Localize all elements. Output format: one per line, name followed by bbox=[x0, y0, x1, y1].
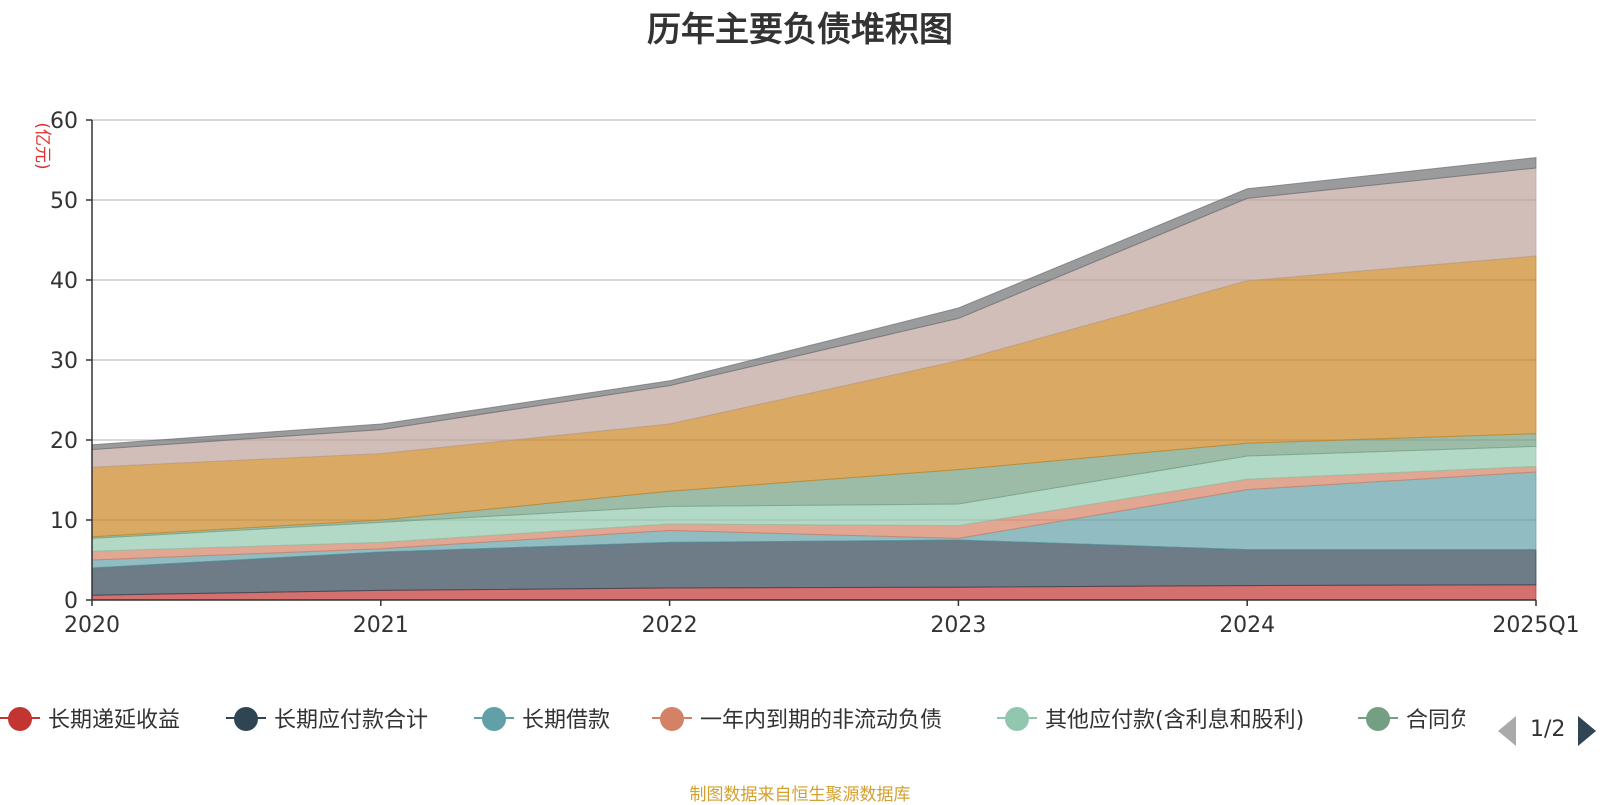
y-tick-label: 0 bbox=[64, 589, 78, 614]
legend-item[interactable]: 长期借款 bbox=[474, 700, 610, 736]
x-tick-label: 2021 bbox=[353, 613, 409, 638]
y-axis-unit-label: (亿元) bbox=[32, 122, 52, 169]
y-tick-label: 20 bbox=[50, 429, 78, 454]
source-note: 制图数据来自恒生聚源数据库 bbox=[689, 785, 911, 805]
y-tick-label: 30 bbox=[50, 349, 78, 374]
x-tick-label: 2023 bbox=[930, 613, 986, 638]
x-tick-label: 2025Q1 bbox=[1492, 613, 1579, 638]
legend-marker-icon bbox=[1358, 700, 1398, 736]
legend-item[interactable]: 合同负债 bbox=[1358, 700, 1465, 736]
legend-items: 长期递延收益 长期应付款合计 长期借款 一年内到期的非流动负债 其他应付款(含利息和股利… bbox=[0, 700, 1465, 736]
legend-label: 长期借款 bbox=[522, 708, 611, 733]
series-area-9[interactable] bbox=[91, 157, 1537, 451]
legend-label: 其他应付款(含利息和股利) bbox=[1045, 708, 1305, 733]
legend-label: 一年内到期的非流动负债 bbox=[700, 708, 943, 733]
legend-marker-icon bbox=[0, 700, 40, 736]
legend: 长期递延收益 长期应付款合计 长期借款 一年内到期的非流动负债 其他应付款(含利息和股利… bbox=[0, 700, 1600, 736]
legend-label: 长期递延收益 bbox=[48, 708, 181, 733]
y-tick-label: 10 bbox=[50, 509, 78, 534]
legend-label: 长期应付款合计 bbox=[274, 708, 429, 733]
chart-title: 历年主要负债堆积图 bbox=[647, 10, 953, 50]
x-tick-label: 2024 bbox=[1219, 613, 1275, 638]
y-tick-label: 60 bbox=[50, 109, 78, 134]
legend-page-indicator: 1/2 bbox=[1530, 717, 1566, 742]
legend-item[interactable]: 一年内到期的非流动负债 bbox=[652, 700, 942, 736]
legend-item[interactable]: 长期应付款合计 bbox=[226, 700, 428, 736]
legend-marker-icon bbox=[652, 700, 692, 736]
legend-marker-icon bbox=[997, 700, 1037, 736]
series-areas bbox=[91, 157, 1537, 601]
legend-next-page-button[interactable] bbox=[1578, 716, 1596, 746]
y-tick-label: 40 bbox=[50, 269, 78, 294]
x-tick-label: 2020 bbox=[64, 613, 120, 638]
legend-item[interactable]: 其他应付款(含利息和股利) bbox=[997, 700, 1304, 736]
legend-marker-icon bbox=[474, 700, 514, 736]
legend-prev-page-button[interactable] bbox=[1498, 716, 1516, 746]
legend-marker-icon bbox=[226, 700, 266, 736]
x-tick-label: 2022 bbox=[642, 613, 698, 638]
legend-label: 合同负债 bbox=[1406, 708, 1465, 733]
legend-item[interactable]: 长期递延收益 bbox=[0, 700, 180, 736]
y-tick-label: 50 bbox=[50, 189, 78, 214]
axes: 0 10 20 30 40 50 60 2020 2021 2022 2023 2024 2025Q1 bbox=[50, 109, 1580, 638]
